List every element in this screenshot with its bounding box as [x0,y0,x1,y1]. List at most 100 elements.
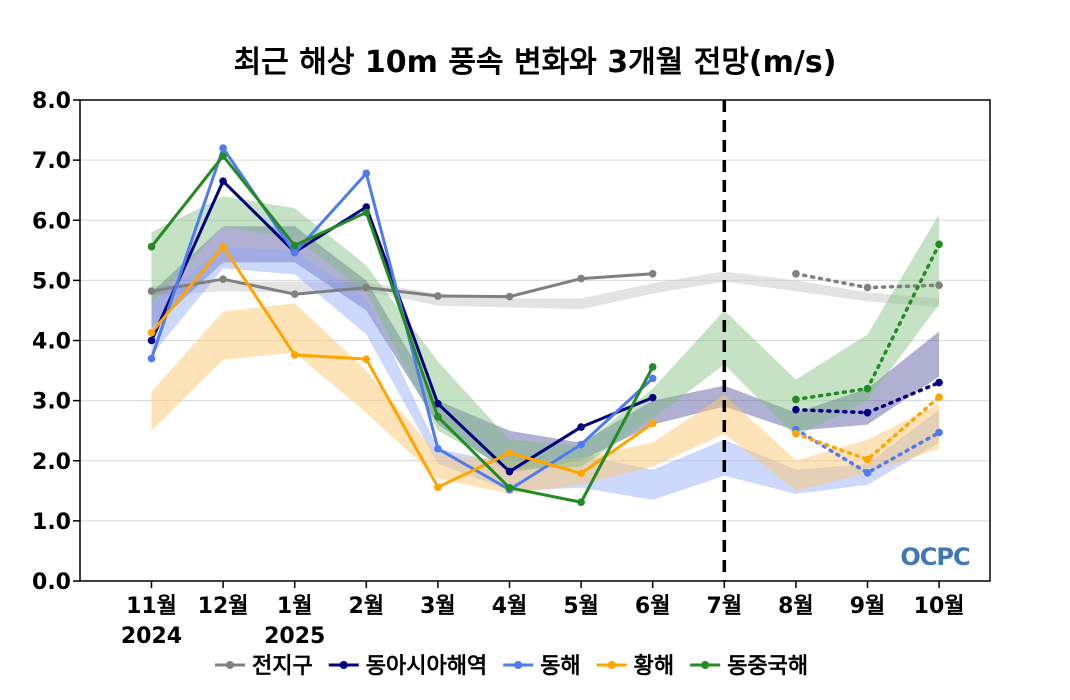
y-tick-label: 7.0 [32,149,71,174]
chart-title: 최근 해상 10m 풍속 변화와 3개월 전망(m/s) [234,45,837,80]
line-전지구-point [147,287,156,295]
y-tick-label: 5.0 [32,269,71,294]
uncertainty-bands [151,196,940,500]
line-동아시아해역-point [577,423,585,431]
band-동중국해 [151,196,940,470]
line-황해-point [577,469,585,478]
x-tick-label: 4월 [492,594,528,619]
x-tick-label: 6월 [635,594,671,619]
y-tick-label: 2.0 [32,450,71,475]
forecast-황해-point [863,455,872,464]
x-tick-year-label: 2025 [264,624,325,649]
legend-swatch-point [607,661,616,669]
line-전지구 [150,272,655,299]
line-동해-point [648,374,657,383]
x-tick-label: 12월 [198,594,249,619]
band-동해 [151,247,940,500]
x-tick-label: 2월 [349,594,385,619]
line-전지구-point [505,292,514,301]
line-전지구-point [290,290,299,299]
forecast-동중국해-point [863,384,872,393]
line-황해-point [219,242,227,251]
line-동중국해-point [434,413,442,421]
line-동중국해-point [290,241,299,250]
line-황해-point [648,419,657,428]
legend-label: 동중국해 [727,654,808,679]
forecast-전지구-point [792,269,800,278]
line-동중국해 [150,154,655,504]
y-tick-label: 8.0 [32,89,71,114]
legend-label: 동아시아해역 [366,654,487,679]
y-tick-label: 0.0 [32,570,71,595]
line-황해-point [290,351,299,359]
line-동아시아해역-point [362,203,371,211]
forecast-동중국해-point [935,240,943,249]
y-tick-label: 1.0 [32,510,71,535]
x-tick-year-label: 2024 [121,624,182,649]
line-동해-point [577,440,585,449]
line-전지구-point [362,283,371,292]
x-tick-label: 7월 [707,594,743,619]
forecast-황해-point [935,393,943,401]
line-동해-point [219,144,227,152]
line-황해-point [505,449,514,457]
band-전지구 [151,271,940,310]
line-동아시아해역-point [505,467,514,476]
forecast-황해-point [792,429,800,438]
forecast-전지구-point [935,281,943,289]
legend-swatch-point [226,661,234,669]
series-lines [147,144,943,507]
forecast-동해-point [863,468,872,477]
line-동해-point [147,354,156,363]
band-황해 [151,303,940,494]
forecast-황해 [794,395,941,462]
x-tick-label: 3월 [420,594,456,619]
y-tick-label: 6.0 [32,209,71,234]
legend-swatch-point [514,661,523,669]
line-동해-point [290,248,299,257]
forecast-동중국해-point [792,395,800,404]
legend-label: 황해 [634,654,674,679]
ocpc-logo: OCPC [900,543,971,571]
legend-label: 전지구 [252,654,313,679]
legend: 전지구 동아시아해역 동해 황해 동중국해 [215,654,808,679]
x-tick-label: 9월 [850,594,886,619]
axes: 0.0 1.0 2.0 3.0 4.0 5.0 6.0 7.0 8.0 11월 2024 12월 1월 2… [32,89,965,649]
line-전지구-point [648,269,657,278]
forecast-동아시아해역-point [863,408,872,417]
line-동중국해-point [505,484,514,492]
line-황해-point [147,328,156,337]
line-동아시아해역-point [648,393,657,402]
y-tick-label: 4.0 [32,330,71,355]
legend-swatch-point [339,661,348,669]
line-황해 [150,245,655,489]
x-tick-label: 1월 [277,594,313,619]
forecast-동해-point [935,428,943,437]
y-tick-label: 3.0 [32,390,71,415]
forecast-동아시아해역-point [792,405,800,414]
line-전지구-point [219,275,227,283]
line-전지구-point [434,292,442,300]
line-동중국해-point [147,242,156,251]
line-동아시아해역-point [219,177,227,185]
line-동해-point [434,444,442,453]
x-tick-label: 10월 [914,594,965,619]
ocpc-logo-text: OCPC [900,543,970,571]
line-동중국해-point [577,498,585,507]
forecast-동아시아해역-point [935,378,943,387]
legend-label: 동해 [540,654,580,679]
line-전지구-point [577,274,585,283]
x-tick-label: 11월 [126,594,177,619]
line-동아시아해역-point [147,336,156,345]
forecast-전지구-point [863,283,872,292]
line-동중국해-point [362,208,371,217]
line-황해-point [362,355,371,363]
line-동아시아해역-point [434,399,442,408]
line-동해-point [362,169,371,178]
line-동중국해-point [219,152,227,160]
x-tick-label: 8월 [778,594,814,619]
line-황해-point [434,483,442,492]
legend-swatch-point [701,661,710,669]
x-tick-label: 5월 [563,594,599,619]
